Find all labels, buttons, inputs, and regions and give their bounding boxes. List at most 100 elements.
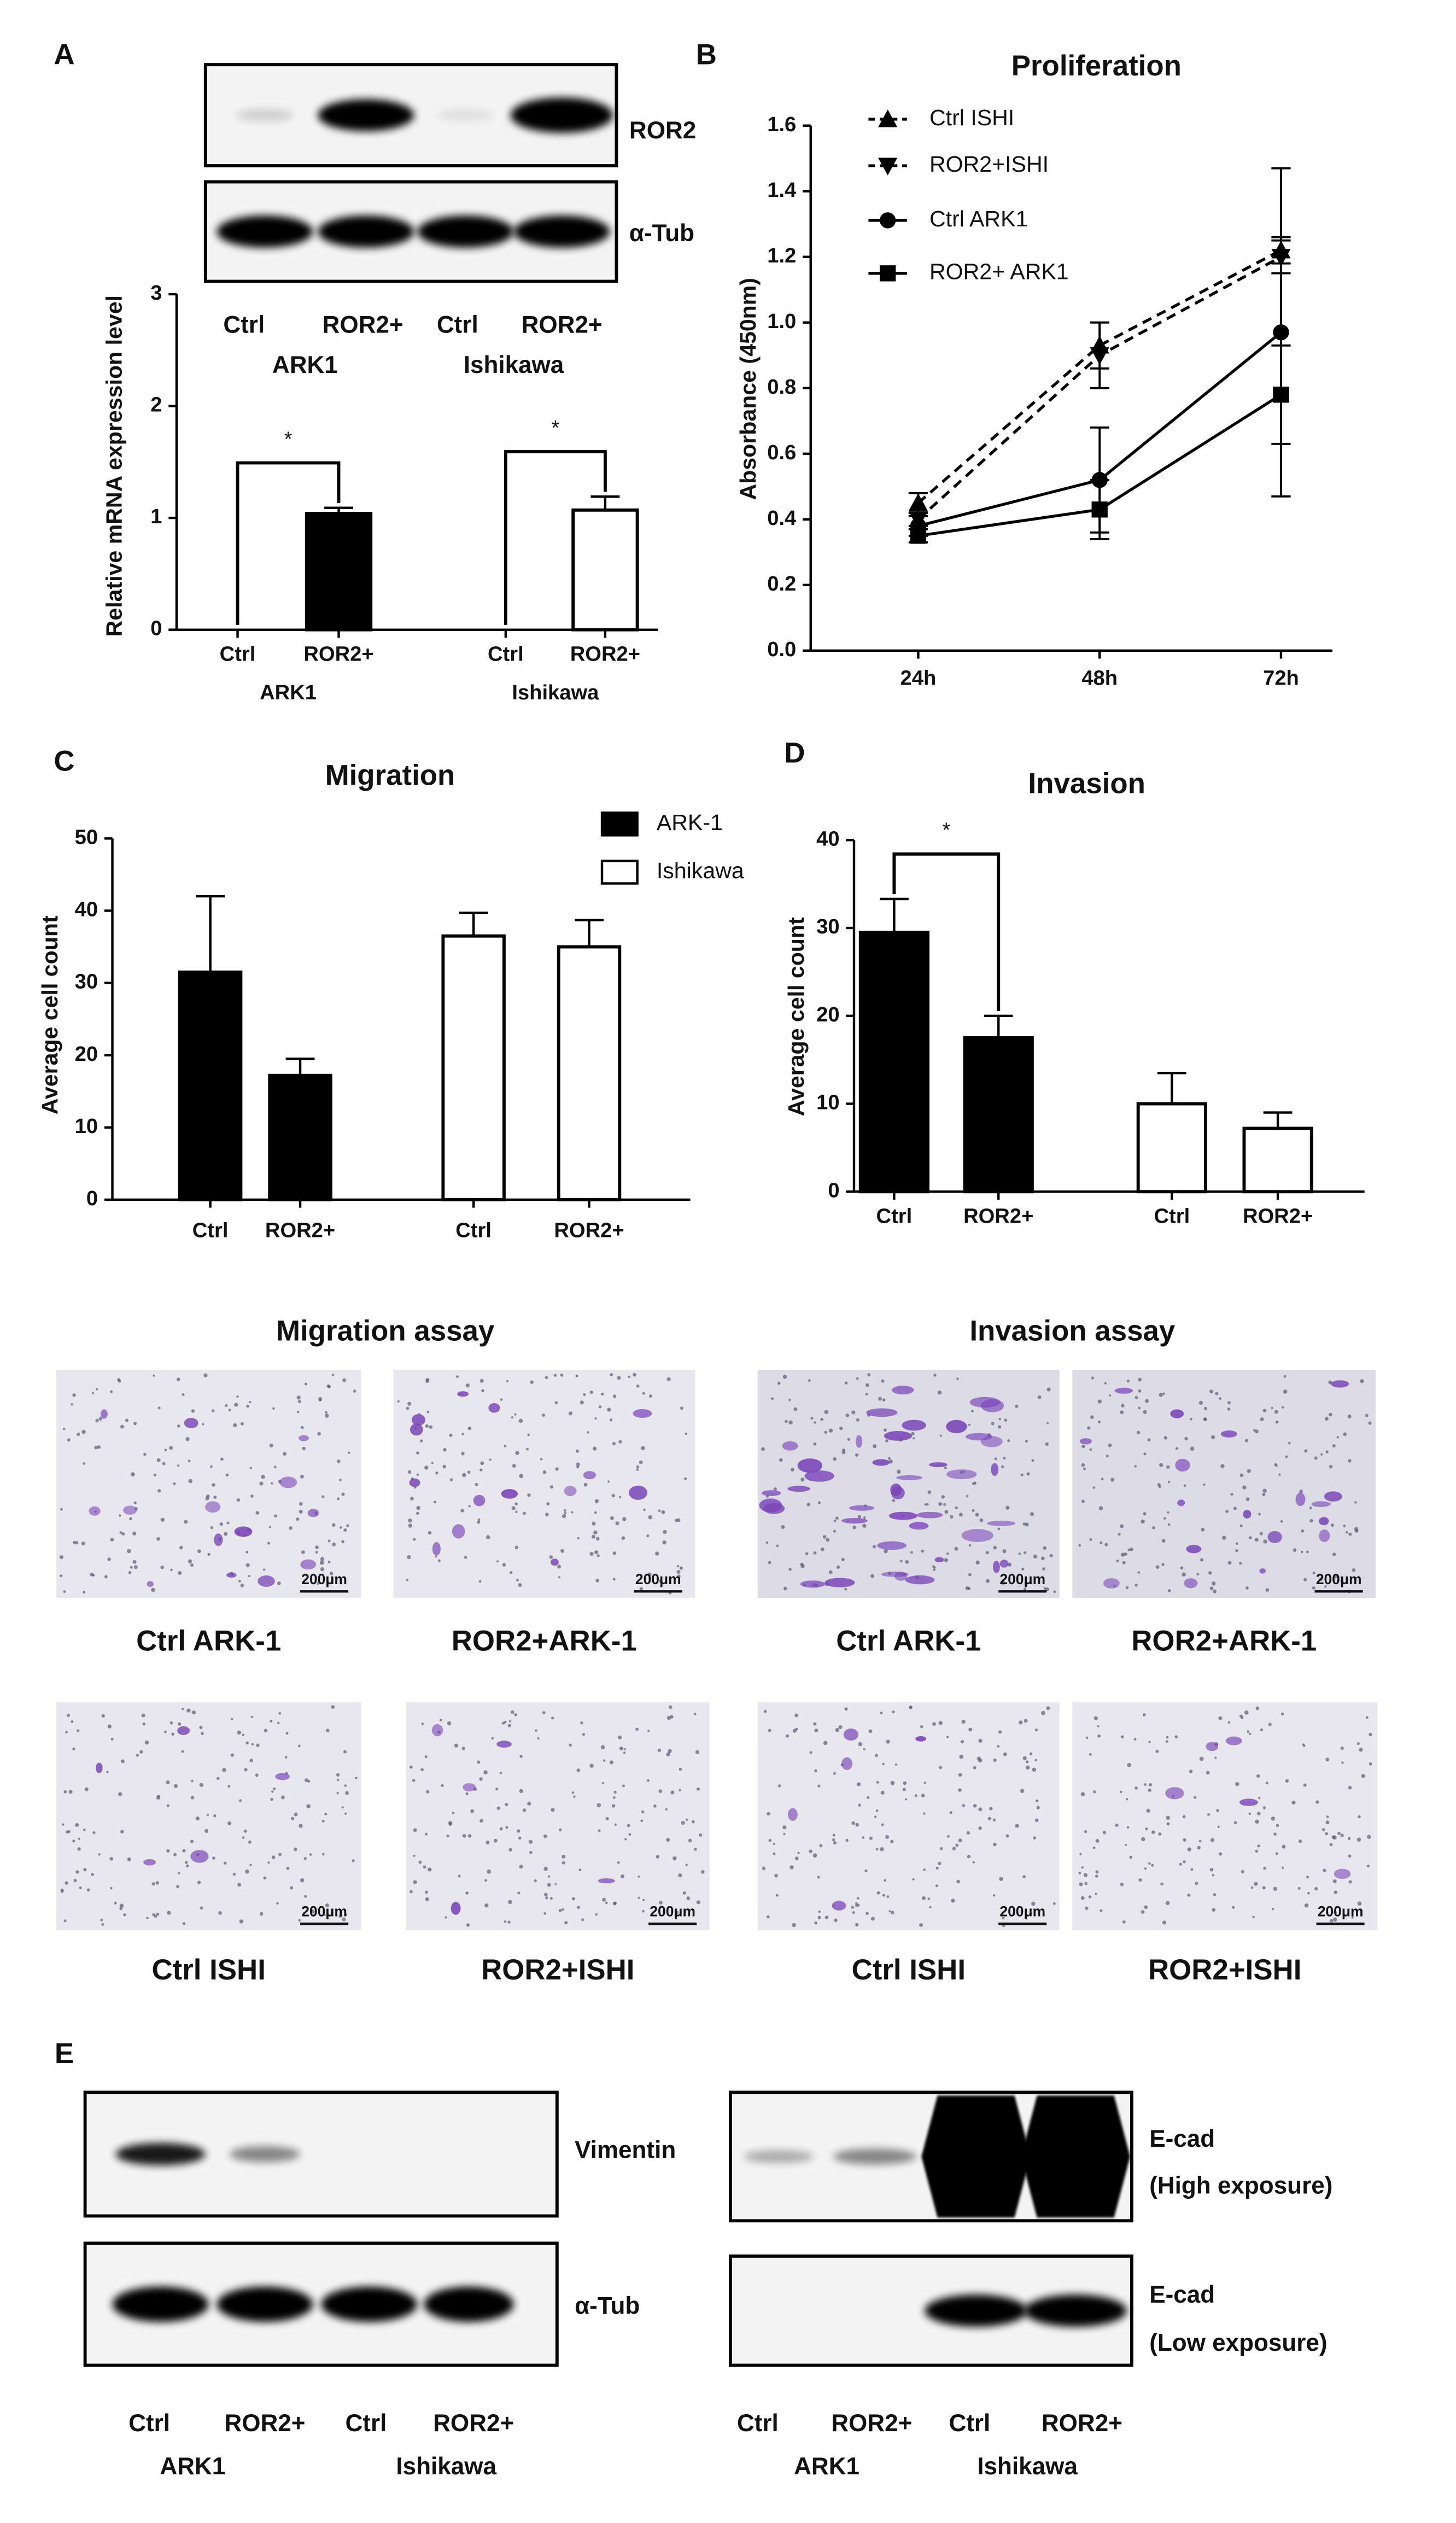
y-axis-label: Absorbance (450nm) xyxy=(735,278,761,500)
cell xyxy=(86,1888,90,1892)
micrograph xyxy=(757,1702,1060,1930)
cell xyxy=(110,1390,113,1393)
cell xyxy=(944,1467,947,1470)
cell xyxy=(1340,1833,1344,1837)
cell xyxy=(1126,1826,1130,1829)
blot-band xyxy=(318,215,414,248)
lane-group-label: ARK1 xyxy=(272,352,338,378)
cell xyxy=(190,1796,195,1800)
cell xyxy=(167,1911,171,1915)
cell xyxy=(858,1803,861,1807)
x-tick-label: ROR2+ xyxy=(303,643,373,666)
cell xyxy=(833,1520,837,1522)
cell xyxy=(407,1470,412,1474)
cell xyxy=(452,1812,455,1814)
cell xyxy=(100,1918,103,1922)
cell xyxy=(612,1394,617,1398)
cell xyxy=(507,1724,511,1727)
stained-cell xyxy=(410,1423,423,1436)
cell xyxy=(336,1791,339,1795)
cell xyxy=(817,1876,820,1879)
cell xyxy=(564,1921,568,1925)
cell xyxy=(249,1864,252,1866)
x-tick-label: ROR2+ xyxy=(1243,1204,1313,1228)
cell xyxy=(669,1705,673,1709)
bar xyxy=(1242,1126,1313,1194)
cell xyxy=(944,1558,949,1562)
stained-cell xyxy=(915,1736,926,1742)
cell xyxy=(407,1555,411,1560)
lane-label: Ctrl xyxy=(737,2410,779,2437)
y-tick-label: 40 xyxy=(816,827,839,850)
cell xyxy=(676,1911,679,1914)
cell xyxy=(1146,1808,1150,1813)
cell xyxy=(109,1857,114,1861)
cell xyxy=(685,1864,688,1866)
cell xyxy=(468,1505,471,1508)
cell xyxy=(776,1544,779,1547)
cell xyxy=(528,1839,533,1844)
cell xyxy=(120,1424,124,1429)
cell xyxy=(409,1765,413,1769)
cell xyxy=(1260,1728,1264,1732)
cell xyxy=(612,1442,616,1446)
cell xyxy=(662,1540,666,1545)
cell xyxy=(1369,1732,1372,1737)
cell xyxy=(975,1512,979,1517)
cell xyxy=(1365,1414,1369,1417)
cell xyxy=(529,1850,533,1854)
cell xyxy=(1024,1582,1027,1586)
cell xyxy=(504,1920,507,1923)
cell xyxy=(248,1575,250,1578)
cell xyxy=(700,1870,705,1874)
cell xyxy=(319,1561,324,1565)
cell xyxy=(412,1779,416,1782)
y-tick-label: 40 xyxy=(75,898,98,921)
cell xyxy=(966,1831,970,1835)
cell xyxy=(862,1836,865,1839)
cell xyxy=(1274,1410,1278,1414)
micrograph-caption: ROR2+ARK-1 xyxy=(452,1625,637,1657)
cell xyxy=(1255,1706,1260,1710)
cell xyxy=(656,1855,660,1859)
lane-label: ROR2+ xyxy=(522,311,603,338)
cell xyxy=(72,1839,75,1843)
cell xyxy=(442,1464,447,1469)
cell xyxy=(774,1873,778,1878)
cell xyxy=(1089,1538,1092,1541)
blot-row-label: Vimentin xyxy=(575,2137,676,2164)
cell xyxy=(160,1517,165,1522)
cell xyxy=(658,1789,663,1794)
stained-cell xyxy=(872,1459,890,1466)
cell xyxy=(937,1390,942,1395)
cell xyxy=(1104,1382,1107,1385)
cell xyxy=(299,1509,303,1514)
cell xyxy=(562,1861,565,1865)
cell xyxy=(294,1812,298,1817)
cell xyxy=(136,1754,139,1757)
y-tick-label: 30 xyxy=(75,970,98,994)
cell xyxy=(959,1754,964,1759)
y-tick-label: 30 xyxy=(816,915,839,938)
cell xyxy=(240,1584,244,1587)
cell xyxy=(681,1821,685,1825)
cell xyxy=(921,1549,925,1553)
micrograph xyxy=(757,1370,1060,1598)
cell xyxy=(971,1410,974,1413)
cell xyxy=(1248,1812,1252,1815)
cell xyxy=(973,1481,976,1485)
cell xyxy=(1304,1903,1309,1908)
cell xyxy=(615,1521,619,1526)
cell xyxy=(817,1784,821,1788)
cell xyxy=(888,1457,891,1460)
cell xyxy=(104,1575,108,1579)
cell xyxy=(1141,1910,1145,1914)
cell xyxy=(1167,1589,1171,1592)
cell xyxy=(558,1908,562,1912)
cell xyxy=(1148,1862,1151,1865)
cell xyxy=(301,1426,304,1429)
cell xyxy=(320,1557,325,1562)
bar xyxy=(178,970,243,1201)
cell xyxy=(1283,1375,1287,1378)
cell xyxy=(309,1853,312,1856)
